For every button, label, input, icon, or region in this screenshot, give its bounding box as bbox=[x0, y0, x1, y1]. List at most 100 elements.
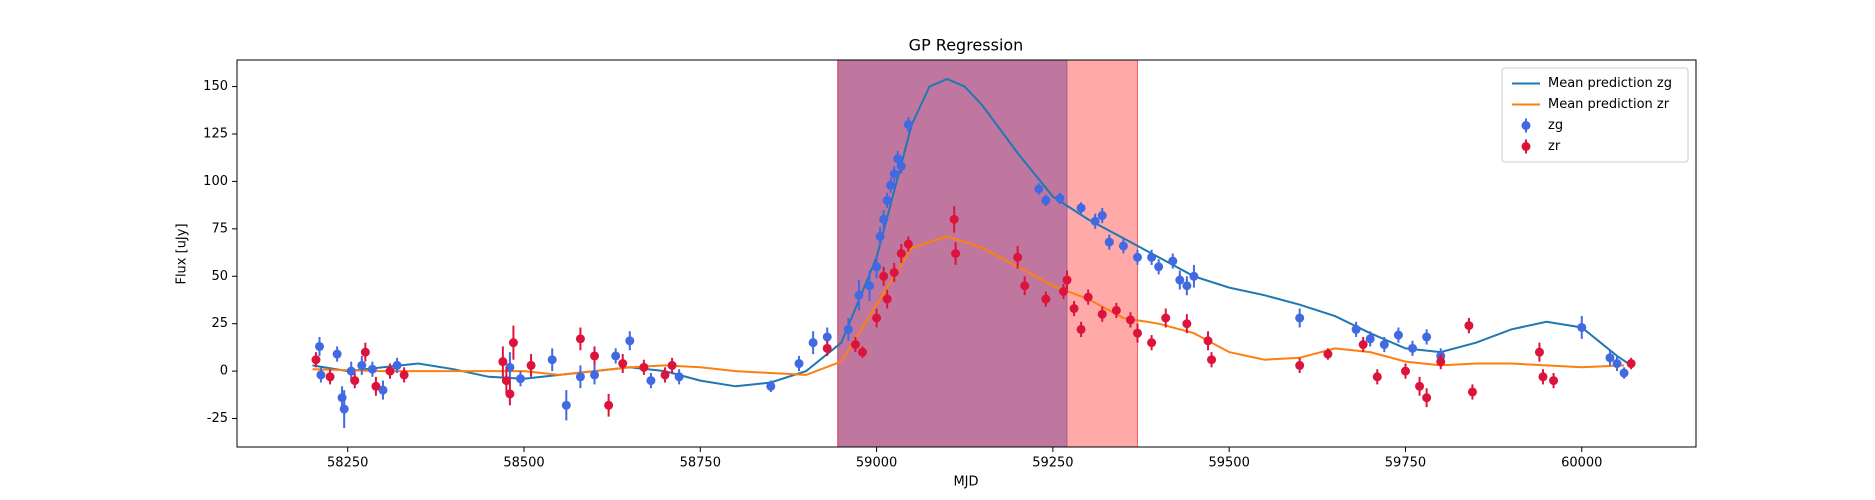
x-tick-label: 58750 bbox=[680, 456, 721, 471]
data-point bbox=[346, 366, 356, 376]
data-point bbox=[508, 338, 518, 348]
data-point bbox=[843, 324, 853, 334]
data-point bbox=[639, 362, 649, 372]
data-point bbox=[526, 360, 536, 370]
legend-label: Mean prediction zg bbox=[1548, 76, 1672, 91]
data-point bbox=[590, 351, 600, 361]
x-tick-label: 59250 bbox=[1032, 456, 1073, 471]
data-point bbox=[1090, 216, 1100, 226]
data-point bbox=[872, 313, 882, 323]
data-point bbox=[893, 154, 903, 164]
data-point bbox=[850, 340, 860, 350]
data-point bbox=[1055, 193, 1065, 203]
legend-label: zg bbox=[1548, 118, 1563, 133]
y-tick-label: 125 bbox=[203, 126, 228, 141]
data-point bbox=[1161, 313, 1171, 323]
data-point bbox=[515, 374, 525, 384]
data-point bbox=[822, 332, 832, 342]
legend-swatch bbox=[1521, 142, 1531, 151]
span bbox=[837, 60, 1139, 447]
legend-label: Mean prediction zr bbox=[1548, 97, 1670, 112]
data-point bbox=[1365, 334, 1375, 344]
data-point bbox=[311, 355, 321, 365]
data-point bbox=[367, 364, 377, 374]
data-point bbox=[337, 393, 347, 403]
data-point bbox=[1538, 372, 1548, 382]
data-point bbox=[360, 347, 370, 357]
data-point bbox=[766, 381, 776, 391]
data-point bbox=[1083, 292, 1093, 302]
data-point bbox=[872, 262, 882, 272]
data-point bbox=[667, 360, 677, 370]
data-point bbox=[896, 249, 906, 258]
data-point bbox=[350, 376, 360, 386]
data-point bbox=[1619, 368, 1629, 378]
data-point bbox=[1577, 322, 1587, 332]
data-point bbox=[1147, 338, 1157, 348]
data-point bbox=[1549, 376, 1559, 386]
data-point bbox=[505, 362, 515, 372]
data-point bbox=[1436, 357, 1446, 367]
data-point bbox=[889, 169, 899, 179]
data-point bbox=[1351, 324, 1361, 334]
plot-area bbox=[311, 60, 1636, 447]
data-point bbox=[1154, 262, 1164, 272]
data-point bbox=[822, 343, 832, 353]
data-point bbox=[392, 360, 402, 370]
data-point bbox=[357, 360, 367, 370]
y-tick-label: 100 bbox=[203, 174, 228, 189]
data-point bbox=[1097, 211, 1107, 221]
data-point bbox=[611, 351, 621, 361]
data-point bbox=[399, 370, 409, 380]
data-point bbox=[951, 249, 961, 258]
data-point bbox=[896, 161, 906, 171]
data-point bbox=[879, 271, 889, 281]
data-point bbox=[1379, 340, 1389, 350]
y-tick-label: 25 bbox=[211, 316, 228, 331]
data-point bbox=[1111, 305, 1121, 315]
data-point bbox=[1125, 315, 1135, 325]
data-point bbox=[886, 180, 896, 190]
data-point bbox=[1323, 349, 1333, 359]
data-point bbox=[882, 294, 892, 304]
data-point bbox=[1415, 381, 1425, 391]
x-tick-label: 58250 bbox=[327, 456, 368, 471]
data-point bbox=[1295, 313, 1305, 323]
data-point bbox=[315, 341, 325, 351]
data-point bbox=[1069, 304, 1079, 314]
data-point bbox=[1020, 281, 1030, 291]
data-point bbox=[1034, 184, 1044, 194]
data-point bbox=[1118, 241, 1128, 251]
y-axis-label: Flux [uJy] bbox=[175, 223, 190, 284]
y-tick-label: 0 bbox=[220, 364, 228, 379]
data-point bbox=[949, 214, 959, 224]
data-point bbox=[1408, 343, 1418, 353]
data-point bbox=[339, 404, 349, 414]
data-point bbox=[1133, 328, 1143, 338]
data-point bbox=[1605, 353, 1615, 363]
data-point bbox=[561, 400, 571, 410]
data-point bbox=[501, 376, 511, 386]
data-point bbox=[808, 338, 818, 348]
data-point bbox=[1013, 252, 1023, 262]
data-point bbox=[1422, 393, 1432, 403]
data-point bbox=[865, 281, 875, 291]
data-point bbox=[854, 290, 864, 300]
data-point bbox=[660, 370, 670, 380]
data-point bbox=[1358, 340, 1368, 350]
data-point bbox=[618, 359, 628, 369]
y-tick-label: -25 bbox=[207, 411, 228, 426]
legend-swatch bbox=[1521, 121, 1531, 130]
plot-frame bbox=[236, 59, 1697, 448]
data-point bbox=[505, 389, 515, 399]
y-tick-label: 50 bbox=[211, 269, 228, 284]
data-point bbox=[1422, 332, 1432, 342]
data-point bbox=[875, 231, 885, 241]
data-point bbox=[1058, 286, 1068, 296]
data-point bbox=[1182, 281, 1192, 291]
data-point bbox=[646, 376, 656, 386]
data-point bbox=[889, 267, 899, 277]
data-point bbox=[547, 355, 557, 365]
data-point bbox=[794, 359, 804, 369]
